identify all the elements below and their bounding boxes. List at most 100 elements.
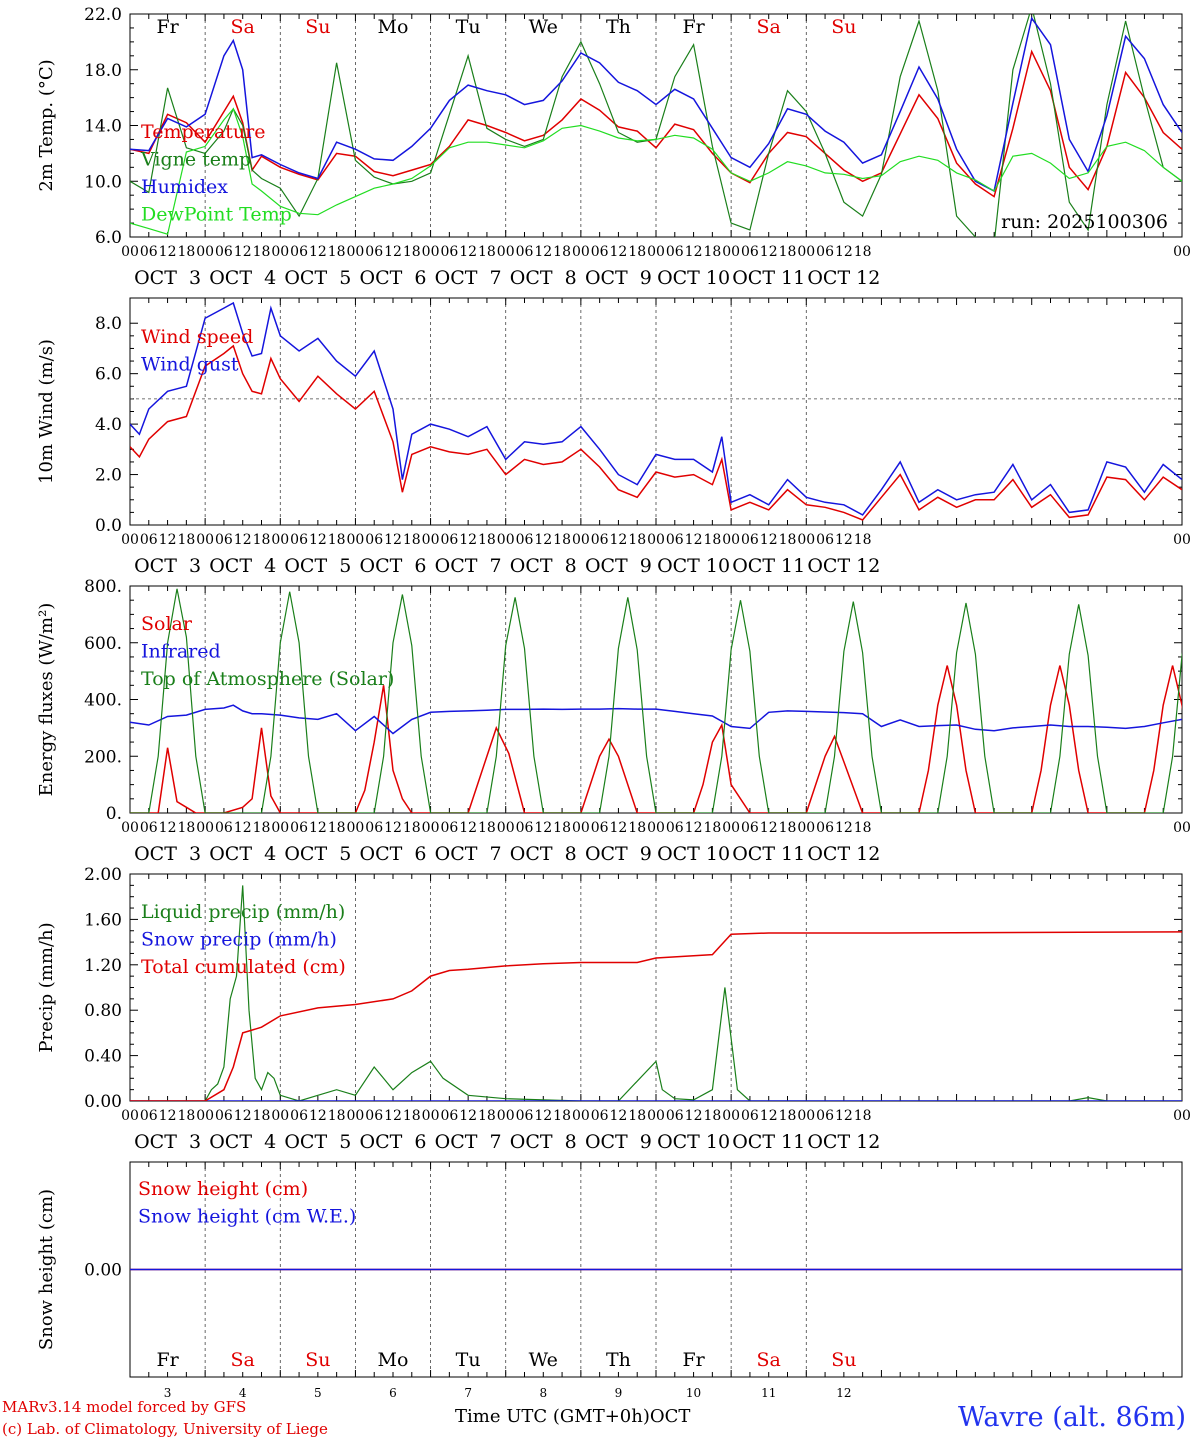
hour-tick-label: 06 <box>365 532 383 548</box>
hour-tick-label: 00 <box>347 244 365 260</box>
day-label: Mo <box>378 16 409 38</box>
hour-tick-label: 18 <box>628 244 646 260</box>
station-title: Wavre (alt. 86m) <box>958 1402 1186 1433</box>
hour-tick-label: 18 <box>854 532 872 548</box>
date-label: OCT 6 <box>360 267 427 289</box>
y-tick-label: 1.60 <box>84 910 122 930</box>
hour-tick-label: 12 <box>760 244 778 260</box>
hour-tick-label: 12 <box>459 244 477 260</box>
legend-entry: Snow height (cm) <box>138 1178 308 1200</box>
run-label: run: 2025100306 <box>1001 211 1168 233</box>
hour-tick-label: 18 <box>253 1108 271 1124</box>
y-tick-label: 0.00 <box>84 1092 122 1112</box>
date-label: OCT 9 <box>585 843 652 865</box>
hour-tick-label: 06 <box>666 532 684 548</box>
series-line-dewpoint-temp <box>130 107 1182 235</box>
hour-tick-label: 12 <box>835 820 853 836</box>
hour-tick-label: 00 <box>1173 244 1191 260</box>
hour-tick-label: 06 <box>440 820 458 836</box>
y-axis-label: 10m Wind (m/s) <box>36 339 57 484</box>
hour-tick-label: 18 <box>403 1108 421 1124</box>
day-label: Sa <box>231 1349 255 1371</box>
hour-tick-label: 00 <box>497 1108 515 1124</box>
date-label: OCT 12 <box>807 267 880 289</box>
legend-entry: Humidex <box>141 176 228 198</box>
y-tick-label: 6.0 <box>95 365 122 385</box>
model-credit: MARv3.14 model forced by GFS <box>2 1398 247 1416</box>
hour-tick-label: 00 <box>1173 1108 1191 1124</box>
date-label: OCT 5 <box>284 1131 351 1153</box>
hour-tick-label: 06 <box>591 820 609 836</box>
series-line-liquid-precip-mm-h- <box>130 885 1182 1101</box>
date-label: OCT 3 <box>134 843 201 865</box>
date-label: OCT 7 <box>435 267 502 289</box>
hour-tick-label: 12 <box>760 820 778 836</box>
hour-tick-label: 12 <box>159 1108 177 1124</box>
panel-4: 0.00 Snow height (cm) Snow height (cm) Snow… <box>36 1161 1183 1400</box>
date-label: OCT 8 <box>510 267 577 289</box>
date-label: OCT 10 <box>657 1131 730 1153</box>
hour-tick-label: 18 <box>253 244 271 260</box>
hour-tick-label: 18 <box>703 1108 721 1124</box>
legend-entry: DewPoint Temp <box>141 204 292 226</box>
y-tick-label: 2.0 <box>95 466 122 486</box>
hour-tick-label: 06 <box>290 1108 308 1124</box>
hour-tick-label: 00 <box>422 1108 440 1124</box>
day-number-label: 4 <box>239 1386 247 1400</box>
hour-tick-label: 00 <box>1173 820 1191 836</box>
hour-tick-label: 00 <box>422 820 440 836</box>
panel-0: 6.0 10.0 14.0 18.0 22.0 2m Temp. (°C) Temperat… <box>36 5 1191 289</box>
hour-tick-label: 18 <box>328 532 346 548</box>
date-label: OCT 5 <box>284 267 351 289</box>
date-label: OCT 4 <box>209 843 276 865</box>
hour-tick-label: 12 <box>234 244 252 260</box>
day-number-label: 10 <box>686 1386 701 1400</box>
date-label: OCT 5 <box>284 843 351 865</box>
hour-tick-label: 06 <box>365 820 383 836</box>
hour-tick-label: 12 <box>234 532 252 548</box>
hour-tick-label: 00 <box>722 1108 740 1124</box>
day-label: Mo <box>378 1349 409 1371</box>
hour-tick-label: 00 <box>121 532 139 548</box>
hour-tick-label: 12 <box>384 1108 402 1124</box>
hour-tick-label: 06 <box>290 532 308 548</box>
hour-tick-label: 18 <box>854 1108 872 1124</box>
hour-tick-label: 18 <box>403 820 421 836</box>
hour-tick-label: 00 <box>572 820 590 836</box>
date-label: OCT 3 <box>134 1131 201 1153</box>
hour-tick-label: 18 <box>328 1108 346 1124</box>
hour-tick-label: 00 <box>797 244 815 260</box>
date-label: OCT 6 <box>360 1131 427 1153</box>
series-line-wind-speed <box>130 344 1182 521</box>
hour-tick-label: 06 <box>290 244 308 260</box>
hour-tick-label: 18 <box>703 244 721 260</box>
hour-tick-label: 06 <box>516 820 534 836</box>
hour-tick-label: 06 <box>666 820 684 836</box>
hour-tick-label: 12 <box>459 532 477 548</box>
day-label: Th <box>606 1349 631 1371</box>
day-label: Fr <box>156 16 179 38</box>
hour-tick-label: 18 <box>403 532 421 548</box>
y-tick-label: 400. <box>84 691 122 711</box>
hour-tick-label: 18 <box>854 820 872 836</box>
date-label: OCT 9 <box>585 1131 652 1153</box>
day-label: Fr <box>156 1349 179 1371</box>
y-tick-label: 0.40 <box>84 1047 122 1067</box>
y-tick-label: 8.0 <box>95 314 122 334</box>
hour-tick-label: 12 <box>159 532 177 548</box>
hour-tick-label: 18 <box>253 532 271 548</box>
date-label: OCT 12 <box>807 1131 880 1153</box>
day-label: Su <box>305 16 330 38</box>
date-label: OCT 8 <box>510 843 577 865</box>
date-label: OCT 11 <box>732 1131 805 1153</box>
day-label: Sa <box>757 16 781 38</box>
date-label: OCT 3 <box>134 555 201 577</box>
hour-tick-label: 06 <box>215 820 233 836</box>
hour-tick-label: 06 <box>215 1108 233 1124</box>
hour-tick-label: 18 <box>177 1108 195 1124</box>
y-tick-label: 4.0 <box>95 415 122 435</box>
date-label: OCT 10 <box>657 843 730 865</box>
hour-tick-label: 06 <box>816 1108 834 1124</box>
legend-entry: Total cumulated (cm) <box>141 956 346 978</box>
hour-tick-label: 18 <box>478 532 496 548</box>
